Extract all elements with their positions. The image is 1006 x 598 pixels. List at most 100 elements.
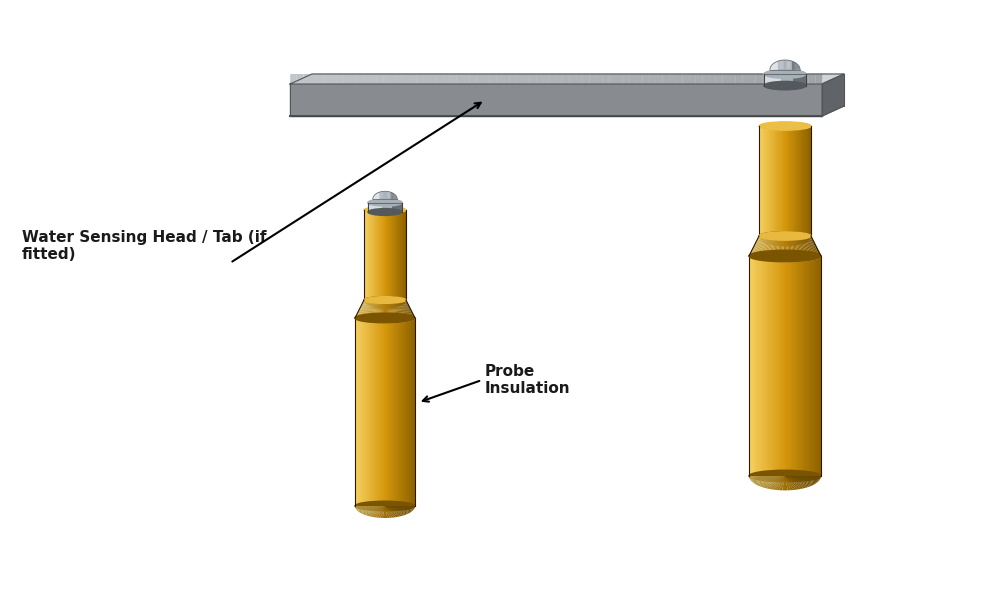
Polygon shape <box>358 506 385 512</box>
Polygon shape <box>795 256 796 476</box>
Polygon shape <box>785 476 788 490</box>
Polygon shape <box>387 300 389 318</box>
Polygon shape <box>774 236 778 256</box>
Polygon shape <box>378 300 381 318</box>
Polygon shape <box>791 74 792 86</box>
Ellipse shape <box>368 199 402 206</box>
Polygon shape <box>378 506 385 518</box>
Polygon shape <box>367 506 385 516</box>
Polygon shape <box>463 74 470 84</box>
Polygon shape <box>365 300 385 304</box>
Polygon shape <box>396 203 397 212</box>
Polygon shape <box>380 300 385 309</box>
Polygon shape <box>785 236 809 241</box>
Polygon shape <box>782 74 789 84</box>
Polygon shape <box>629 74 636 84</box>
Polygon shape <box>782 256 783 476</box>
Polygon shape <box>792 74 794 86</box>
Polygon shape <box>390 300 393 318</box>
Polygon shape <box>356 300 365 318</box>
Ellipse shape <box>764 81 806 90</box>
Polygon shape <box>385 300 399 306</box>
Polygon shape <box>776 74 783 84</box>
Polygon shape <box>360 300 368 318</box>
Polygon shape <box>761 236 785 240</box>
Polygon shape <box>769 236 785 245</box>
Polygon shape <box>669 74 676 84</box>
Polygon shape <box>379 300 381 318</box>
Polygon shape <box>760 256 761 476</box>
Polygon shape <box>759 236 785 237</box>
Polygon shape <box>798 236 804 256</box>
Polygon shape <box>596 74 603 84</box>
Polygon shape <box>785 476 804 489</box>
Polygon shape <box>376 203 377 212</box>
Polygon shape <box>767 256 769 476</box>
Polygon shape <box>783 74 784 86</box>
Polygon shape <box>385 300 406 301</box>
Polygon shape <box>750 476 785 480</box>
Polygon shape <box>808 236 818 256</box>
Polygon shape <box>364 300 385 301</box>
Polygon shape <box>729 74 735 84</box>
Polygon shape <box>649 74 656 84</box>
Polygon shape <box>812 256 813 476</box>
Polygon shape <box>785 236 799 245</box>
Polygon shape <box>804 236 813 256</box>
Polygon shape <box>785 476 794 490</box>
Polygon shape <box>751 476 785 483</box>
Polygon shape <box>450 74 457 84</box>
Polygon shape <box>790 236 794 256</box>
Polygon shape <box>457 74 463 84</box>
Polygon shape <box>401 300 409 318</box>
Polygon shape <box>785 476 821 480</box>
Polygon shape <box>789 60 790 70</box>
Polygon shape <box>777 61 778 70</box>
Polygon shape <box>772 256 773 476</box>
Polygon shape <box>805 236 814 256</box>
Polygon shape <box>769 74 776 84</box>
Polygon shape <box>799 236 805 256</box>
Polygon shape <box>789 256 790 476</box>
Polygon shape <box>370 300 385 306</box>
Polygon shape <box>785 476 817 484</box>
Polygon shape <box>783 256 784 476</box>
Polygon shape <box>676 74 683 84</box>
Polygon shape <box>369 300 375 318</box>
Ellipse shape <box>759 122 811 130</box>
Polygon shape <box>385 506 406 515</box>
Polygon shape <box>385 300 405 303</box>
Polygon shape <box>749 256 750 476</box>
Polygon shape <box>377 203 378 212</box>
Polygon shape <box>815 256 816 476</box>
Polygon shape <box>383 300 385 309</box>
Polygon shape <box>785 476 802 489</box>
Polygon shape <box>768 236 774 256</box>
Polygon shape <box>643 74 650 84</box>
Polygon shape <box>370 300 376 318</box>
Polygon shape <box>778 256 779 476</box>
Polygon shape <box>385 506 407 514</box>
Polygon shape <box>496 74 503 84</box>
Polygon shape <box>785 476 796 490</box>
Polygon shape <box>381 203 382 212</box>
Polygon shape <box>785 476 813 486</box>
Polygon shape <box>372 300 385 307</box>
Polygon shape <box>749 476 785 480</box>
Polygon shape <box>398 203 399 212</box>
Polygon shape <box>801 256 802 476</box>
Polygon shape <box>783 60 784 70</box>
Polygon shape <box>769 74 770 86</box>
Polygon shape <box>377 300 385 308</box>
Polygon shape <box>767 476 785 489</box>
Polygon shape <box>401 300 410 318</box>
Polygon shape <box>785 476 821 478</box>
Polygon shape <box>385 203 386 212</box>
Polygon shape <box>785 476 809 487</box>
Polygon shape <box>372 300 376 318</box>
Polygon shape <box>785 476 821 477</box>
Polygon shape <box>785 236 791 246</box>
Polygon shape <box>350 74 357 84</box>
Polygon shape <box>796 256 797 476</box>
Polygon shape <box>361 506 385 514</box>
